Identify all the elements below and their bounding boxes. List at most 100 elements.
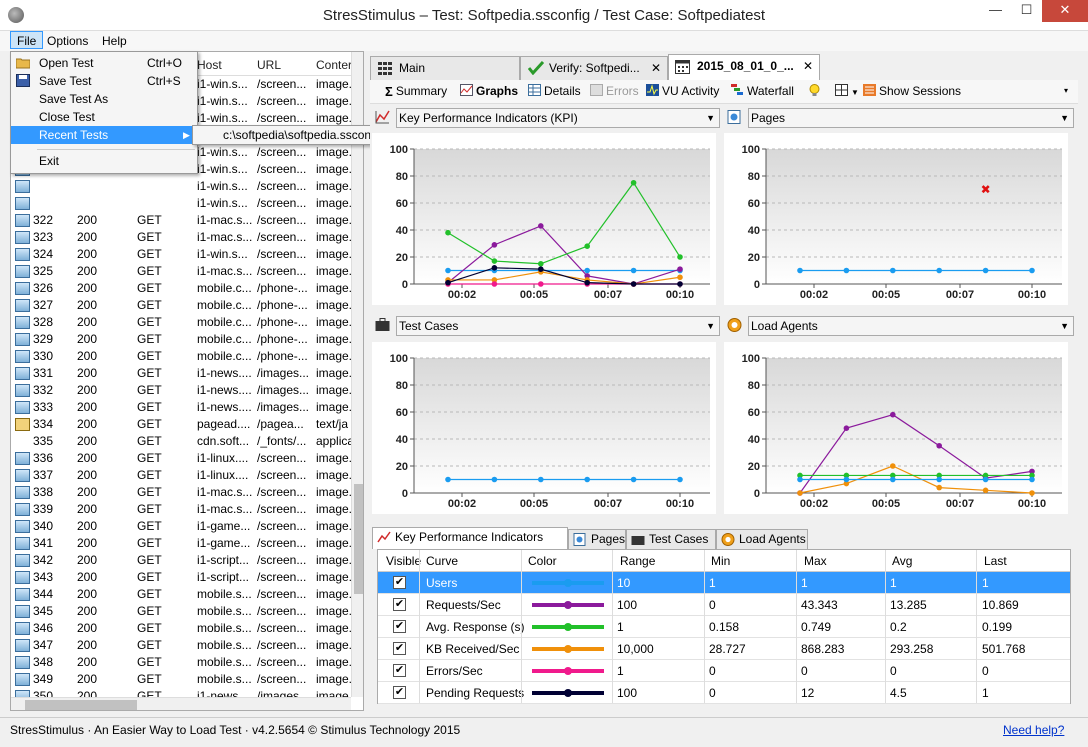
menu-save-test-as[interactable]: Save Test As	[39, 92, 109, 106]
table-row[interactable]: 337 200 GET i1-linux.... /screen... image.	[11, 467, 352, 484]
column-max[interactable]: Max	[804, 554, 827, 568]
curve-color-swatch[interactable]	[532, 667, 604, 675]
tab-kpi[interactable]: Key Performance Indicators (KPI)	[372, 527, 568, 563]
table-row[interactable]: 322 200 GET i1-mac.s... /screen... image.	[11, 212, 352, 229]
column-range[interactable]: Range	[620, 554, 656, 568]
menu-close-test[interactable]: Close Test	[39, 110, 95, 124]
minimize-button[interactable]: —	[989, 2, 1002, 17]
close-button[interactable]: ✕	[1042, 0, 1088, 22]
recent-tests-submenu[interactable]: c:\softpedia\softpedia.ssconfig	[192, 125, 428, 145]
table-row[interactable]: 324 200 GET i1-win.s... /screen... image.	[11, 246, 352, 263]
waterfall-button[interactable]: Waterfall	[731, 84, 794, 98]
tab-test-cases[interactable]: Test Cases	[626, 529, 716, 549]
tab-pages[interactable]: Pages	[568, 529, 626, 549]
table-row[interactable]: 328 200 GET mobile.c... /phone-... image.	[11, 314, 352, 331]
visible-checkbox[interactable]: ✔	[393, 642, 406, 655]
table-row[interactable]: 326 200 GET mobile.c... /phone-... image.	[11, 280, 352, 297]
tab-load-agents[interactable]: Load Agents	[716, 529, 808, 549]
table-row[interactable]: i1-win.s... /screen... image.	[11, 178, 352, 195]
menu-open-test[interactable]: Open Test Ctrl+O	[11, 54, 197, 72]
kpi-row[interactable]: ✔ Avg. Response (s) 1 0.158 0.749 0.2 0.199	[378, 616, 1070, 638]
recent-test-item[interactable]: c:\softpedia\softpedia.ssconfig	[223, 128, 384, 142]
sessions-vertical-scrollbar[interactable]	[351, 52, 363, 697]
table-row[interactable]: 343 200 GET i1-script... /screen... image.	[11, 569, 352, 586]
table-row[interactable]: 346 200 GET mobile.s... /screen... image.	[11, 620, 352, 637]
kpi-panel-select[interactable]: Key Performance Indicators (KPI) ▼	[396, 108, 720, 128]
test-cases-panel-select[interactable]: Test Cases ▼	[396, 316, 720, 336]
table-row[interactable]: 334 200 GET pagead.... /pagea... text/ja	[11, 416, 351, 433]
scrollbar-thumb[interactable]	[25, 700, 137, 710]
table-row[interactable]: 329 200 GET mobile.c... /phone-... image.	[11, 331, 352, 348]
summary-button[interactable]: Σ Summary	[385, 84, 448, 99]
table-row[interactable]: 339 200 GET i1-mac.s... /screen... image.	[11, 501, 352, 518]
table-row[interactable]: 345 200 GET mobile.s... /screen... image.	[11, 603, 352, 620]
table-row[interactable]: 344 200 GET mobile.s... /screen... image.	[11, 586, 352, 603]
kpi-row[interactable]: ✔ Errors/Sec 1 0 0 0 0	[378, 660, 1070, 682]
table-row[interactable]: 348 200 GET mobile.s... /screen... image.	[11, 654, 352, 671]
close-tab-icon[interactable]: ✕	[650, 61, 661, 75]
table-row[interactable]: 327 200 GET mobile.c... /phone-... image.	[11, 297, 352, 314]
close-tab-icon[interactable]: ✕	[802, 59, 813, 73]
toolbar-overflow-icon[interactable]: ▾	[1064, 86, 1069, 95]
table-row[interactable]: 341 200 GET i1-game... /screen... image.	[11, 535, 352, 552]
table-row[interactable]: 333 200 GET i1-news.... /images... image.	[11, 399, 352, 416]
kpi-row[interactable]: ✔ Users 10 1 1 1 1	[378, 572, 1070, 594]
curve-color-swatch[interactable]	[532, 579, 604, 587]
column-visible[interactable]: Visible	[386, 554, 422, 568]
visible-checkbox[interactable]: ✔	[393, 686, 406, 699]
errors-button[interactable]: Errors	[590, 84, 639, 98]
visible-checkbox[interactable]: ✔	[393, 598, 406, 611]
curve-color-swatch[interactable]	[532, 601, 604, 609]
menu-help[interactable]: Help	[102, 34, 127, 48]
column-host[interactable]: Host	[197, 58, 222, 72]
visible-checkbox[interactable]: ✔	[393, 664, 406, 677]
table-row[interactable]: 330 200 GET mobile.c... /phone-... image.	[11, 348, 352, 365]
show-sessions-button[interactable]: Show Sessions	[863, 84, 961, 98]
table-row[interactable]: i1-win.s... /screen... image.	[11, 76, 352, 93]
menu-options[interactable]: Options	[47, 34, 89, 48]
app-icon[interactable]	[8, 7, 24, 23]
column-last[interactable]: Last	[984, 554, 1007, 568]
maximize-button[interactable]: ☐	[1020, 2, 1033, 17]
scrollbar-thumb[interactable]	[354, 484, 363, 594]
kpi-row[interactable]: ✔ Pending Requests 100 0 12 4.5 1	[378, 682, 1070, 704]
table-row[interactable]: 338 200 GET i1-mac.s... /screen... image.	[11, 484, 352, 501]
curve-color-swatch[interactable]	[532, 645, 604, 653]
visible-checkbox[interactable]: ✔	[393, 620, 406, 633]
load-agents-panel-select[interactable]: Load Agents ▼	[748, 316, 1074, 336]
table-row[interactable]: 325 200 GET i1-mac.s... /screen... image.	[11, 263, 352, 280]
menu-exit[interactable]: Exit	[39, 154, 60, 168]
menu-save-test[interactable]: Save Test Ctrl+S	[11, 72, 197, 90]
table-row[interactable]: i1-win.s... /screen... image.	[11, 161, 352, 178]
column-content[interactable]: Conter	[316, 58, 353, 72]
menu-file[interactable]: File	[10, 31, 44, 49]
curve-color-swatch[interactable]	[532, 689, 604, 697]
sessions-grid[interactable]: Host URL Conter i1-win.s... /screen... ima…	[10, 51, 364, 711]
table-row[interactable]: 331 200 GET i1-news.... /images... image.	[11, 365, 352, 382]
table-row[interactable]: i1-win.s... /screen... image.	[11, 195, 352, 212]
kpi-row[interactable]: ✔ Requests/Sec 100 0 43.343 13.285 10.869	[378, 594, 1070, 616]
table-row[interactable]: 347 200 GET mobile.s... /screen... image.	[11, 637, 352, 654]
table-row[interactable]: 349 200 GET mobile.s... /screen... image.	[11, 671, 352, 688]
table-row[interactable]: 340 200 GET i1-game... /screen... image.	[11, 518, 352, 535]
table-row[interactable]: 335 200 GET cdn.soft... /_fonts/... applica	[11, 433, 354, 450]
layout-button[interactable]: ▼	[835, 84, 859, 98]
kpi-row[interactable]: ✔ KB Received/Sec 10,000 28.727 868.283 293.2…	[378, 638, 1070, 660]
tab-main[interactable]: Main	[370, 56, 520, 80]
table-row[interactable]: 342 200 GET i1-script... /screen... image.	[11, 552, 352, 569]
graphs-button[interactable]: Graphs	[460, 84, 518, 98]
tips-button[interactable]	[808, 84, 824, 98]
tab-verify[interactable]: Verify: Softpedi... ✕	[520, 56, 668, 80]
tab-test-result[interactable]: 2015_08_01_0_... ✕	[668, 54, 820, 80]
column-curve[interactable]: Curve	[426, 554, 459, 568]
visible-checkbox[interactable]: ✔	[393, 576, 406, 589]
column-color[interactable]: Color	[528, 554, 557, 568]
column-url[interactable]: URL	[257, 58, 282, 72]
table-row[interactable]: 323 200 GET i1-mac.s... /screen... image.	[11, 229, 352, 246]
column-avg[interactable]: Avg	[892, 554, 913, 568]
sessions-horizontal-scrollbar[interactable]	[11, 697, 351, 710]
details-button[interactable]: Details	[528, 84, 581, 98]
table-row[interactable]: 332 200 GET i1-news.... /images... image.	[11, 382, 352, 399]
column-min[interactable]: Min	[711, 554, 731, 568]
vu-activity-button[interactable]: VU Activity	[646, 84, 719, 98]
